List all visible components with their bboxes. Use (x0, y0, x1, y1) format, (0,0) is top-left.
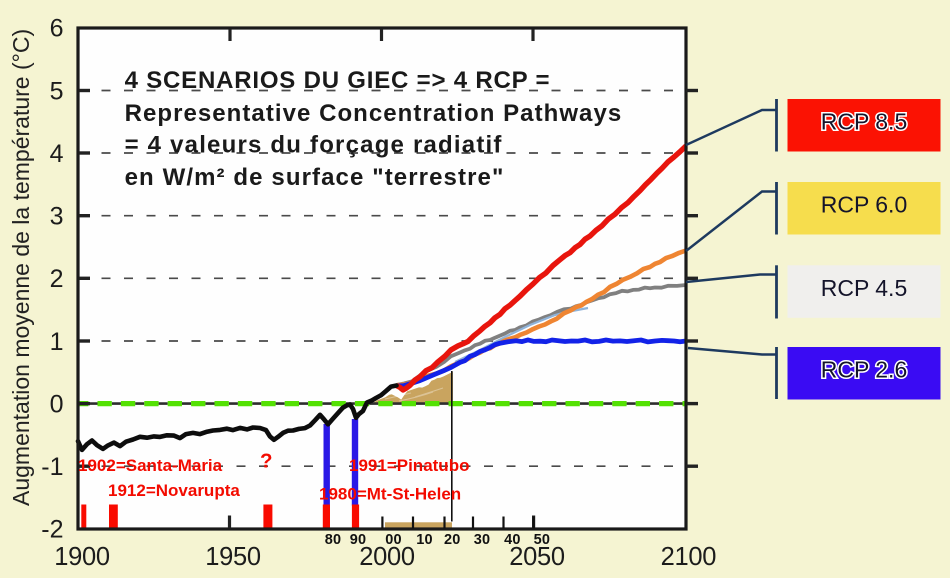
svg-text:RCP 8.5: RCP 8.5 (821, 109, 908, 135)
svg-text:Representative Concentration P: Representative Concentration Pathways (125, 100, 623, 127)
svg-text:10: 10 (416, 532, 433, 548)
svg-text:50: 50 (534, 532, 551, 548)
svg-text:2050: 2050 (509, 543, 565, 571)
svg-text:1: 1 (50, 328, 64, 356)
svg-text:4: 4 (50, 140, 64, 168)
svg-text:2: 2 (50, 265, 64, 293)
svg-text:-2: -2 (41, 516, 63, 544)
svg-text:90: 90 (350, 532, 367, 548)
svg-text:1980=Mt-St-Helen: 1980=Mt-St-Helen (319, 485, 461, 504)
svg-text:1900: 1900 (54, 543, 110, 571)
svg-text:5: 5 (50, 77, 64, 105)
svg-text:RCP 4.5: RCP 4.5 (821, 275, 908, 301)
svg-text:RCP 2.6: RCP 2.6 (821, 357, 908, 383)
svg-text:2000: 2000 (359, 543, 415, 571)
svg-text:1950: 1950 (205, 543, 261, 571)
svg-text:-1: -1 (41, 453, 63, 481)
svg-text:4 SCENARIOS DU GIEC => 4 RCP =: 4 SCENARIOS DU GIEC => 4 RCP = (125, 67, 551, 94)
svg-text:00: 00 (385, 532, 402, 548)
svg-text:1912=Novarupta: 1912=Novarupta (108, 481, 240, 500)
svg-text:0: 0 (50, 390, 64, 418)
svg-text:2100: 2100 (661, 543, 717, 571)
svg-text:RCP 6.0: RCP 6.0 (821, 192, 908, 218)
svg-text:6: 6 (50, 15, 64, 43)
svg-text:= 4 valeurs du forçage radiati: = 4 valeurs du forçage radiatif (125, 132, 503, 159)
svg-text:?: ? (260, 449, 273, 472)
svg-text:1902=Santa-Maria: 1902=Santa-Maria (78, 456, 223, 475)
svg-text:20: 20 (444, 532, 461, 548)
svg-text:Augmentation moyenne de la tem: Augmentation moyenne de la température (… (8, 29, 34, 506)
svg-text:40: 40 (504, 532, 521, 548)
svg-text:3: 3 (50, 203, 64, 231)
svg-text:1991=Pinatubo: 1991=Pinatubo (349, 456, 469, 475)
svg-text:en W/m² de surface "terrestre": en W/m² de surface "terrestre" (125, 164, 505, 191)
svg-text:80: 80 (325, 532, 342, 548)
svg-text:30: 30 (474, 532, 491, 548)
